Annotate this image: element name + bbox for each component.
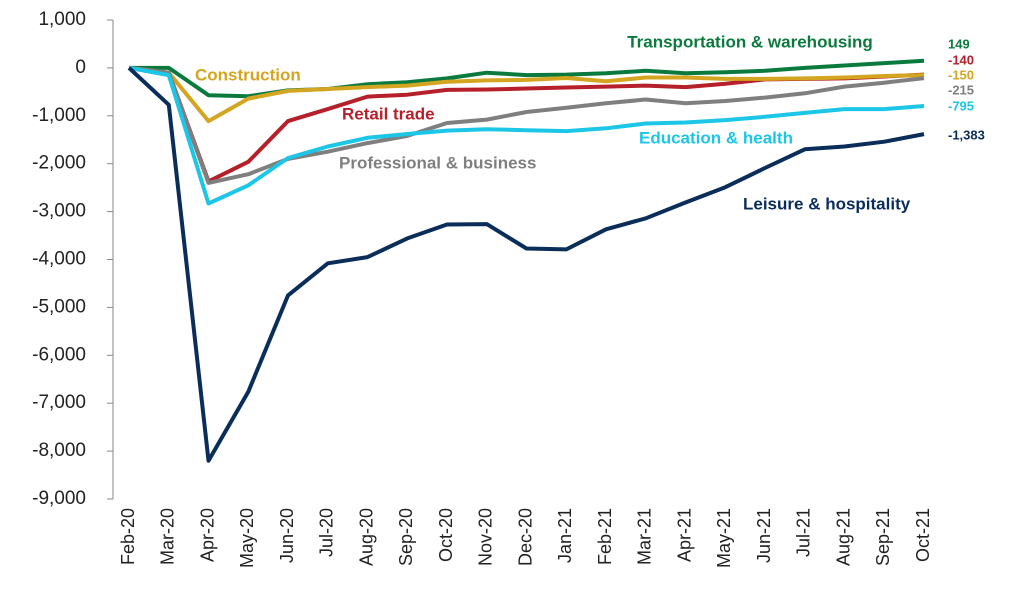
y-tick-label: -4,000 bbox=[32, 249, 86, 270]
x-tick-label: May-20 bbox=[237, 508, 257, 568]
y-tick-label: -9,000 bbox=[32, 488, 86, 509]
x-tick-label: Jun-20 bbox=[277, 508, 297, 563]
data-label: -795 bbox=[948, 98, 974, 113]
y-tick-label: -2,000 bbox=[32, 153, 86, 174]
x-tick-label: Jun-21 bbox=[754, 508, 774, 563]
x-tick-label: Apr-21 bbox=[674, 508, 694, 562]
series-label: Education & health bbox=[639, 128, 793, 147]
x-tick-label: Aug-21 bbox=[833, 508, 853, 566]
data-label: 149 bbox=[948, 36, 970, 51]
x-tick-label: Feb-21 bbox=[595, 508, 615, 565]
x-tick-label: Feb-20 bbox=[118, 508, 138, 565]
x-tick-label: Nov-20 bbox=[476, 508, 496, 566]
y-tick-label: -3,000 bbox=[32, 201, 86, 222]
series-label: Professional & business bbox=[339, 153, 536, 172]
y-tick-label: 1,000 bbox=[38, 9, 86, 30]
y-tick-label: -7,000 bbox=[32, 392, 86, 413]
x-tick-label: Dec-20 bbox=[515, 508, 535, 566]
x-tick-label: Sep-21 bbox=[873, 508, 893, 566]
data-label: -1,383 bbox=[948, 127, 985, 142]
x-tick-label: Oct-21 bbox=[913, 508, 933, 562]
data-label: -215 bbox=[948, 82, 974, 97]
y-tick-label: -8,000 bbox=[32, 440, 86, 461]
series-line bbox=[128, 65, 925, 185]
x-tick-label: Jul-21 bbox=[794, 508, 814, 557]
data-label: -150 bbox=[948, 67, 974, 82]
x-tick-label: Apr-20 bbox=[197, 508, 217, 562]
y-tick-label: -6,000 bbox=[32, 344, 86, 365]
x-tick-label: Mar-20 bbox=[158, 508, 178, 565]
x-tick-label: Sep-20 bbox=[396, 508, 416, 566]
y-tick-label: -5,000 bbox=[32, 296, 86, 317]
x-tick-label: Mar-21 bbox=[635, 508, 655, 565]
series-label: Transportation & warehousing bbox=[627, 32, 873, 51]
x-tick-label: Jul-20 bbox=[317, 508, 337, 557]
series-label: Leisure & hospitality bbox=[743, 194, 911, 213]
series-label: Construction bbox=[195, 65, 301, 84]
x-tick-label: May-21 bbox=[714, 508, 734, 568]
x-tick-label: Aug-20 bbox=[356, 508, 376, 566]
y-tick-label: -1,000 bbox=[32, 105, 86, 126]
series-line bbox=[127, 66, 925, 463]
y-tick-label: 0 bbox=[75, 57, 86, 78]
x-tick-label: Oct-20 bbox=[436, 508, 456, 562]
series-line bbox=[128, 65, 925, 124]
x-tick-label: Jan-21 bbox=[555, 508, 575, 563]
data-label: -140 bbox=[948, 52, 974, 67]
series-line bbox=[128, 65, 925, 206]
series-label: Retail trade bbox=[342, 104, 435, 123]
